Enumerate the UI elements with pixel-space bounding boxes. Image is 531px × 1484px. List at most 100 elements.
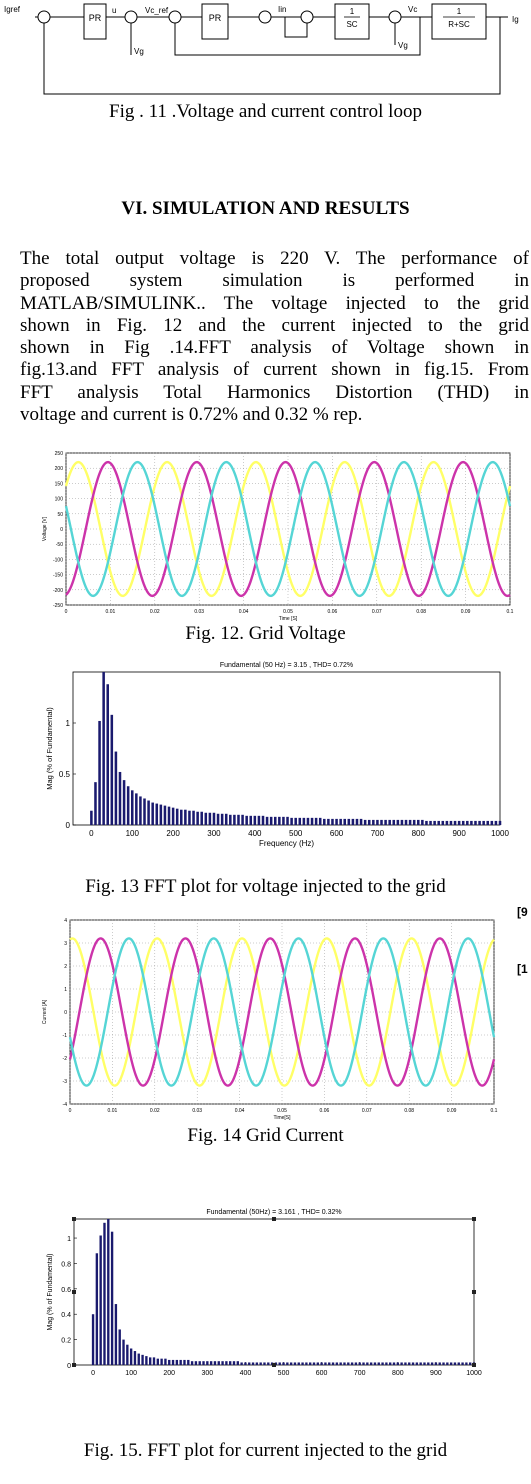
fft-bar bbox=[273, 816, 277, 825]
fft-bar bbox=[339, 1362, 342, 1365]
fft-bar bbox=[412, 819, 416, 825]
fft-bar bbox=[377, 1362, 380, 1365]
fft-bar bbox=[457, 1362, 460, 1365]
plant-block bbox=[431, 3, 487, 40]
fig13-caption: Fig. 13 FFT plot for voltage injected to… bbox=[85, 876, 446, 897]
x-tick-label: 0.08 bbox=[416, 609, 426, 615]
y-tick-label: 0.6 bbox=[61, 1287, 71, 1294]
fft-bar bbox=[343, 818, 346, 825]
fft-bar bbox=[171, 1359, 175, 1365]
x-tick-label: 1000 bbox=[491, 829, 509, 838]
sum-junction-4 bbox=[258, 10, 272, 24]
fft-bar bbox=[217, 1361, 220, 1365]
fft-bar bbox=[95, 1253, 99, 1365]
x-tick-label: 900 bbox=[430, 1370, 442, 1377]
fft-bar bbox=[175, 808, 179, 825]
vg2-label: Vg bbox=[398, 41, 408, 50]
fft-bar bbox=[206, 1361, 209, 1365]
y-tick-label: -1 bbox=[63, 1033, 68, 1039]
iref-label: Igref bbox=[4, 5, 21, 14]
fft-bar bbox=[388, 819, 391, 825]
x-axis-label: Frequency (Hz) bbox=[259, 839, 314, 848]
fft-bar bbox=[327, 818, 330, 825]
fft-bar bbox=[225, 1361, 228, 1365]
fft-bar bbox=[204, 812, 208, 825]
fft-bar bbox=[372, 819, 375, 825]
fft-bar bbox=[474, 820, 477, 825]
fig12-caption: Fig. 12. Grid Voltage bbox=[185, 623, 346, 644]
fft-bar bbox=[400, 819, 404, 825]
fft-bar bbox=[212, 812, 216, 825]
x-tick-label: 0.02 bbox=[150, 609, 160, 615]
y-tick-label: 250 bbox=[55, 451, 64, 457]
x-tick-label: 600 bbox=[316, 1370, 328, 1377]
plot-area bbox=[73, 1218, 475, 1366]
fft-bar bbox=[232, 1361, 236, 1365]
fft-bar bbox=[202, 1361, 205, 1365]
paragraph-line: proposed system simulation is performed … bbox=[20, 270, 529, 292]
fft-bar bbox=[163, 805, 167, 825]
x-tick-label: 0.03 bbox=[194, 609, 204, 615]
x-tick-label: 1000 bbox=[466, 1370, 482, 1377]
fft-bar bbox=[323, 818, 326, 825]
fft-bar bbox=[318, 817, 322, 825]
fft-bar bbox=[385, 1362, 388, 1365]
integrator-num: 1 bbox=[350, 7, 355, 16]
pr2-label: PR bbox=[209, 13, 222, 23]
fft-bar bbox=[305, 1362, 308, 1365]
x-tick-label: 0 bbox=[89, 829, 94, 838]
fft-bar bbox=[220, 813, 224, 825]
phase-3-line bbox=[64, 460, 512, 598]
sum-junction-3 bbox=[168, 10, 182, 24]
x-tick-label: 0 bbox=[65, 609, 68, 615]
fft-bar bbox=[221, 1361, 224, 1365]
fft-bar bbox=[419, 1362, 422, 1365]
y-tick-label: -4 bbox=[63, 1102, 68, 1108]
paragraph-line: MATLAB/SIMULINK.. The voltage injected t… bbox=[20, 292, 529, 314]
fft-bar bbox=[126, 786, 130, 825]
fft-bar bbox=[320, 1362, 323, 1365]
x-tick-label: 0.03 bbox=[192, 1108, 202, 1114]
fft-bar bbox=[184, 809, 187, 825]
y-tick-label: 2 bbox=[64, 964, 67, 970]
fft-bar bbox=[354, 1362, 358, 1365]
fft-bar bbox=[408, 1362, 411, 1365]
fft-bar bbox=[362, 1362, 365, 1365]
x-tick-label: 0.05 bbox=[277, 1108, 287, 1114]
pr-block-1 bbox=[83, 3, 107, 40]
phase-1-line bbox=[69, 937, 495, 1087]
fft-bar bbox=[269, 816, 273, 825]
sum-junction-2 bbox=[124, 10, 138, 24]
fft-bar bbox=[167, 806, 171, 825]
fft-bar bbox=[453, 1362, 457, 1365]
x-tick-label: 0.07 bbox=[362, 1108, 372, 1114]
fft-bar bbox=[404, 1362, 407, 1365]
x-tick-label: 700 bbox=[371, 829, 385, 838]
x-tick-label: 400 bbox=[240, 1370, 252, 1377]
chart-title: Fundamental (50Hz) = 3.161 , THD= 0.32% bbox=[206, 1209, 341, 1216]
fft-bar bbox=[282, 1362, 285, 1365]
fft-bar bbox=[168, 1359, 171, 1365]
fft-bar bbox=[183, 1359, 186, 1365]
fft-bar bbox=[216, 813, 220, 825]
fft-bar bbox=[486, 820, 490, 825]
fft-bar bbox=[328, 1362, 331, 1365]
fft-bar bbox=[147, 800, 150, 825]
fft-bar bbox=[381, 1362, 384, 1365]
fft-bar bbox=[255, 1362, 259, 1365]
fft-bar bbox=[145, 1356, 148, 1365]
fft-bar bbox=[302, 817, 306, 825]
vcref-label: Vc_ref bbox=[145, 6, 169, 15]
x-tick-label: 0.04 bbox=[239, 609, 249, 615]
fft-bar bbox=[175, 1359, 179, 1365]
x-tick-label: 300 bbox=[201, 1370, 213, 1377]
y-tick-label: 0 bbox=[60, 527, 63, 533]
fft-bar bbox=[453, 820, 457, 825]
grid-current-chart: 0 0.01 0.02 0.03 0.04 0.05 0.06 0.07 0.08 0.09 0.1… bbox=[42, 918, 498, 1121]
fft-bar bbox=[179, 1359, 182, 1365]
fft-bar bbox=[314, 817, 318, 825]
fft-bar bbox=[213, 1361, 217, 1365]
fft-bar bbox=[160, 1358, 163, 1365]
fft-bar bbox=[98, 720, 101, 825]
x-tick-label: 0.06 bbox=[328, 609, 338, 615]
